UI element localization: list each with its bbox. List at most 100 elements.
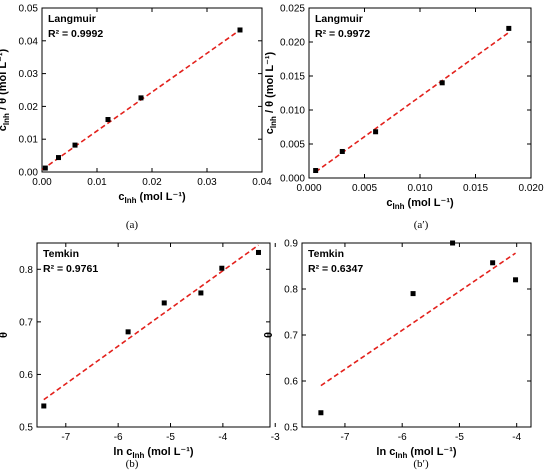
data-point xyxy=(513,277,519,283)
x-axis-label: ln cInh (mol L⁻¹) xyxy=(113,446,193,460)
x-tick-label: 0.015 xyxy=(463,183,488,194)
y-axis-label-rest: / θ (mol L⁻¹) xyxy=(264,51,276,116)
data-point xyxy=(105,117,111,123)
data-point xyxy=(410,291,416,297)
x-axis-label-main: c xyxy=(386,197,392,209)
data-point xyxy=(506,25,512,31)
y-tick-label: 0.6 xyxy=(19,370,33,381)
x-tick-label: -6 xyxy=(114,432,123,443)
data-point xyxy=(439,80,445,86)
x-tick-label: -6 xyxy=(398,432,407,443)
x-axis-label: cInh (mol L⁻¹) xyxy=(118,191,186,205)
data-point xyxy=(219,265,225,271)
x-axis-label-sub: Inh xyxy=(392,202,404,211)
y-tick-label: 0.7 xyxy=(19,317,33,328)
y-axis-label-main: c xyxy=(0,125,9,131)
x-tick-label: 0.000 xyxy=(296,183,321,194)
data-point xyxy=(318,410,324,416)
fit-line xyxy=(43,244,259,401)
data-point xyxy=(313,168,319,174)
y-tick-label: 0.6 xyxy=(284,377,298,388)
chart-title: Langmuir xyxy=(48,13,96,25)
y-axis-label: θ xyxy=(263,332,275,338)
y-tick-label: 0.5 xyxy=(284,423,298,434)
chart-title: Langmuir xyxy=(315,13,363,25)
y-tick-label: 0.03 xyxy=(19,69,39,80)
x-axis-label-main: c xyxy=(118,191,124,203)
x-axis-label-rest: (mol L⁻¹) xyxy=(136,191,186,203)
x-axis-label: ln cInh (mol L⁻¹) xyxy=(376,446,456,460)
data-point xyxy=(72,142,78,148)
r-squared-annotation: R² = 0.9972 xyxy=(315,28,370,40)
data-point xyxy=(138,95,144,101)
chart-panel-4: -7 -6 -5 -4 0.5 0.6 0.7 0.8 0.9 Temkin R² = 0.6347… xyxy=(263,239,532,470)
panel-caption: (a′) xyxy=(414,219,429,231)
x-tick-label: 0.00 xyxy=(32,177,52,188)
data-point xyxy=(125,329,131,335)
data-point xyxy=(198,290,204,296)
r-squared-annotation: R² = 0.9992 xyxy=(48,28,103,40)
y-tick-label: 0.025 xyxy=(280,4,305,15)
data-point xyxy=(56,155,61,161)
x-axis-label-main: ln c xyxy=(113,446,132,458)
x-tick-label: -7 xyxy=(61,432,70,443)
data-point xyxy=(161,300,167,306)
y-tick-label: 0.8 xyxy=(284,285,298,296)
y-tick-label: 0.00 xyxy=(19,168,39,179)
panel-caption: (b′) xyxy=(413,458,429,470)
y-axis-label-sub: Inh xyxy=(269,116,278,128)
x-tick-label: 0.005 xyxy=(352,183,377,194)
y-tick-label: 0.005 xyxy=(280,140,305,151)
x-axis-label-rest: (mol L⁻¹) xyxy=(404,197,454,209)
data-point xyxy=(490,260,496,266)
x-axis-label-sub: Inh xyxy=(132,451,144,460)
y-tick-label: 0.020 xyxy=(280,38,305,49)
data-point xyxy=(41,403,47,409)
data-point xyxy=(255,249,261,255)
y-axis-label: cInh / θ (mol L⁻¹) xyxy=(0,48,11,131)
x-tick-label: 0.01 xyxy=(87,177,107,188)
y-axis-label-main: c xyxy=(264,128,276,134)
y-tick-label: 0.05 xyxy=(19,4,39,15)
x-tick-label: -4 xyxy=(512,432,521,443)
chart-panel-3: -7 -6 -5 -4 -3 0.5 0.6 0.7 0.8 Temkin R² = 0.9761 l… xyxy=(0,242,280,470)
x-tick-label: 0.03 xyxy=(197,177,217,188)
x-tick-label: 0.020 xyxy=(518,183,543,194)
y-tick-label: 0.000 xyxy=(280,174,305,185)
y-tick-label: 0.04 xyxy=(19,36,39,47)
y-tick-label: 0.9 xyxy=(284,239,298,250)
y-tick-label: 0.010 xyxy=(280,106,305,117)
x-tick-label: -5 xyxy=(455,432,464,443)
x-axis-label-sub: Inh xyxy=(395,451,407,460)
data-point xyxy=(42,165,48,171)
data-point xyxy=(373,129,379,135)
y-axis-label-sub: Inh xyxy=(2,113,11,125)
panel-caption: (a) xyxy=(126,219,139,231)
data-point xyxy=(237,27,243,33)
chart-title: Temkin xyxy=(43,248,79,260)
chart-panel-1: 0.00 0.01 0.02 0.03 0.04 0.00 0.01 0.02 0.03 0.04… xyxy=(0,4,272,232)
x-tick-label: -5 xyxy=(166,432,175,443)
x-axis-label-main: ln c xyxy=(376,446,395,458)
x-tick-label: -7 xyxy=(340,432,349,443)
y-tick-label: 0.7 xyxy=(284,331,298,342)
x-tick-label: 0.02 xyxy=(142,177,162,188)
r-squared-annotation: R² = 0.6347 xyxy=(308,263,363,275)
plot-frame xyxy=(36,242,271,428)
x-axis-label-sub: Inh xyxy=(124,196,136,205)
data-point xyxy=(339,148,345,154)
y-axis-label-rest: / θ (mol L⁻¹) xyxy=(0,48,9,113)
x-tick-label: 0.04 xyxy=(252,177,272,188)
y-axis-label-main: θ xyxy=(263,332,275,338)
y-tick-label: 0.015 xyxy=(280,72,305,83)
r-squared-annotation: R² = 0.9761 xyxy=(43,263,98,275)
data-point xyxy=(450,240,456,246)
x-axis-label: cInh (mol L⁻¹) xyxy=(386,197,454,211)
y-tick-label: 0.5 xyxy=(19,423,33,434)
y-axis-label: θ xyxy=(0,332,10,338)
y-tick-label: 0.02 xyxy=(19,102,39,113)
x-axis-label-rest: (mol L⁻¹) xyxy=(407,446,457,458)
y-axis-label: cInh / θ (mol L⁻¹) xyxy=(264,51,278,134)
x-tick-label: -3 xyxy=(271,432,280,443)
